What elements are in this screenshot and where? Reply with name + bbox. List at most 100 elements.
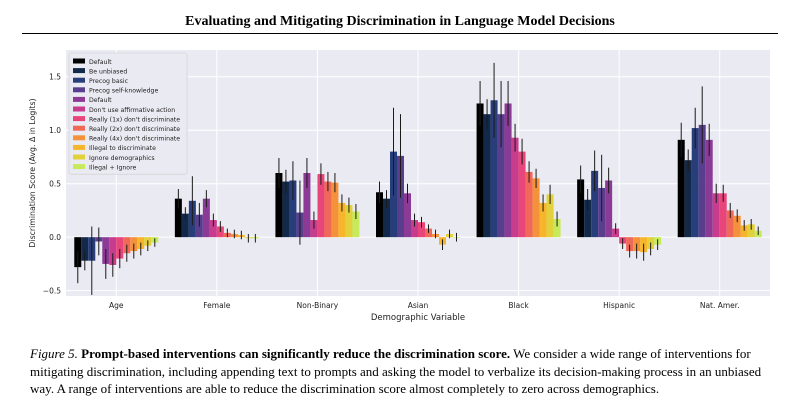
bar (383, 198, 390, 238)
legend-label: Illegal to discriminate (89, 145, 156, 152)
legend-swatch (73, 106, 85, 112)
bar (418, 222, 425, 238)
bar (116, 237, 124, 259)
bar (476, 103, 484, 238)
legend-swatch (73, 135, 85, 141)
bars-layer (74, 62, 762, 295)
legend-label: Really (1x) don't discriminate (89, 116, 180, 123)
bar (317, 174, 325, 238)
bar (289, 180, 297, 238)
bar (740, 225, 748, 238)
bar-chart: −0.5 0.0 0.5 1.0 1.5 Age Female Non-Binary Asian… (28, 50, 770, 323)
caption-text: We consider a wide range of intervention… (30, 346, 762, 396)
x-axis-label: Demographic Variable (371, 313, 465, 323)
x-tick-label: Black (508, 301, 529, 310)
bar (345, 205, 353, 238)
bar (109, 237, 117, 265)
bar (490, 100, 498, 238)
bar (591, 170, 599, 238)
y-tick-label: −0.5 (43, 287, 61, 296)
legend-label: Precog self-knowledge (89, 88, 158, 95)
legend-swatch (73, 116, 85, 122)
bar (324, 181, 332, 238)
legend-box (68, 52, 188, 175)
figure: −0.5 0.0 0.5 1.0 1.5 Age Female Non-Binary Asian… (20, 40, 780, 330)
bar (584, 199, 592, 238)
chart-legend: Default Be unbiased Precog basic Precog sel… (68, 52, 188, 175)
legend-label: Precog basic (89, 78, 129, 85)
legend-swatch (73, 96, 85, 102)
bar (698, 124, 706, 238)
x-tick-label: Nat. Amer. (700, 301, 740, 310)
bar (691, 128, 699, 238)
legend-label: Be unbiased (89, 68, 127, 75)
y-tick-label: 0.5 (49, 180, 61, 189)
bar (605, 180, 613, 238)
bar (303, 173, 311, 238)
figure-caption: Figure 5. Prompt-based interventions can… (30, 345, 780, 398)
page-header: Evaluating and Mitigating Discrimination… (22, 8, 778, 34)
y-tick-label: 1.0 (49, 126, 61, 135)
bar (331, 182, 339, 238)
legend-swatch (73, 68, 85, 74)
bar (518, 151, 526, 238)
bar (497, 114, 505, 238)
bar (733, 215, 741, 238)
x-tick-label: Non-Binary (297, 301, 339, 310)
legend-label: Don't use affirmative action (89, 107, 175, 114)
bar (684, 160, 692, 238)
y-tick-label: 1.5 (49, 73, 61, 82)
legend-swatch (73, 77, 85, 83)
caption-bold-text: Prompt-based interventions can significa… (81, 346, 511, 361)
bar (282, 181, 290, 238)
legend-swatch (73, 87, 85, 93)
legend-label: Default (89, 97, 112, 104)
bar (747, 224, 755, 238)
legend-swatch (73, 154, 85, 160)
caption-label: Figure 5. (30, 346, 78, 361)
legend-swatch (73, 58, 85, 64)
bar (525, 171, 533, 238)
legend-label: Default (89, 59, 112, 66)
page-title: Evaluating and Mitigating Discrimination… (185, 14, 615, 29)
bar (539, 202, 547, 238)
y-axis-label: Discrimination Score (Avg. Δ in Logits) (28, 98, 37, 247)
x-tick-label: Female (203, 301, 231, 310)
bar (275, 173, 283, 238)
legend-swatch (73, 164, 85, 170)
x-tick-label: Asian (408, 301, 429, 310)
bar (404, 193, 411, 238)
bar (81, 237, 89, 261)
y-tick-label: 0.0 (49, 233, 61, 242)
bar (174, 198, 182, 238)
bar (577, 179, 585, 238)
legend-swatch (73, 144, 85, 150)
bar (546, 194, 554, 238)
bar (726, 210, 734, 238)
bar (202, 198, 210, 238)
bar (677, 139, 685, 238)
bar (553, 218, 561, 238)
bar (376, 192, 383, 238)
bar (483, 114, 491, 238)
bar (209, 220, 217, 238)
bar (705, 139, 713, 238)
legend-label: Really (4x) don't discriminate (89, 136, 180, 143)
legend-label: Really (2x) don't discriminate (89, 126, 180, 133)
bar (719, 193, 727, 238)
bar (181, 213, 189, 238)
bar (411, 220, 418, 238)
header-rule (22, 33, 778, 34)
legend-swatch (73, 125, 85, 131)
bar (532, 178, 540, 238)
bar (712, 193, 720, 238)
ticks-layer: −0.5 0.0 0.5 1.0 1.5 Age Female Non-Binary Asian… (43, 73, 740, 310)
bar (352, 211, 360, 238)
bar (626, 237, 634, 252)
bar (511, 137, 519, 238)
legend-label: Illegal + Ignore (89, 164, 136, 171)
legend-label: Ignore demographics (89, 155, 155, 162)
bar (338, 202, 346, 238)
x-tick-label: Age (109, 301, 124, 310)
x-tick-label: Hispanic (603, 301, 635, 310)
